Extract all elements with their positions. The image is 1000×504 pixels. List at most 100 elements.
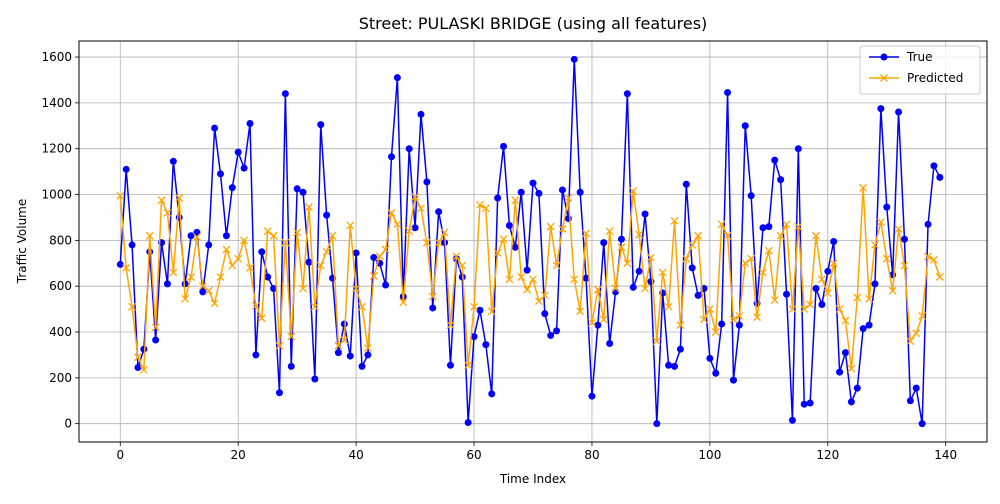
data-point-predicted: [281, 238, 290, 247]
data-point-true: [163, 280, 171, 288]
data-point-predicted: [434, 238, 443, 247]
y-tick-label: 1200: [41, 142, 72, 156]
data-point-predicted: [670, 216, 679, 225]
data-point-true: [676, 345, 684, 353]
data-point-true: [617, 235, 625, 243]
data-point-predicted: [582, 229, 591, 238]
data-point-predicted: [806, 300, 815, 309]
data-point-true: [346, 352, 354, 360]
data-point-true: [252, 351, 260, 359]
data-point-true: [594, 321, 602, 329]
data-point-predicted: [328, 231, 337, 240]
data-point-true: [293, 185, 301, 193]
data-point-true: [859, 325, 867, 333]
data-point-predicted: [204, 286, 213, 295]
data-point-predicted: [924, 252, 932, 261]
data-point-predicted: [623, 259, 632, 268]
data-point-true: [865, 321, 873, 329]
data-point-predicted: [658, 268, 667, 277]
data-point-true: [152, 336, 160, 344]
data-point-true: [311, 375, 319, 383]
data-point-predicted: [358, 302, 366, 311]
data-point-true: [169, 157, 177, 165]
data-point-predicted: [853, 293, 862, 302]
data-point-predicted: [540, 291, 549, 300]
data-point-true: [853, 384, 861, 392]
data-point-predicted: [393, 220, 402, 229]
data-point-predicted: [470, 302, 478, 311]
data-point-predicted: [228, 261, 237, 270]
data-point-predicted: [912, 329, 921, 338]
data-point-predicted: [782, 220, 791, 229]
data-point-true: [411, 224, 419, 232]
data-point-true: [558, 186, 566, 194]
data-point-true: [122, 165, 130, 173]
data-point-true: [747, 192, 755, 200]
data-point-true: [930, 162, 938, 170]
data-point-true: [258, 248, 266, 256]
data-point-predicted: [823, 289, 832, 298]
data-point-predicted: [664, 302, 673, 311]
data-point-predicted: [694, 231, 703, 240]
data-point-predicted: [192, 232, 201, 241]
data-point-true: [529, 179, 537, 187]
data-point-true: [688, 264, 696, 272]
x-tick-label: 20: [231, 448, 246, 462]
data-point-predicted: [688, 240, 697, 249]
data-point-predicted: [847, 364, 856, 373]
data-point-true: [623, 90, 631, 98]
data-point-true: [936, 173, 944, 181]
x-tick-label: 40: [348, 448, 363, 462]
data-point-predicted: [717, 220, 726, 229]
legend-label: True: [906, 50, 933, 64]
data-point-true: [924, 220, 932, 228]
data-point-predicted: [222, 245, 231, 254]
data-point-predicted: [181, 294, 190, 303]
data-point-true: [222, 232, 230, 240]
data-point-true: [423, 178, 431, 186]
data-point-predicted: [570, 275, 579, 284]
data-point-true: [476, 306, 484, 314]
data-point-predicted: [340, 336, 349, 344]
y-tick-label: 800: [49, 233, 72, 247]
y-axis-label: Traffic Volume: [15, 199, 29, 285]
data-point-predicted: [316, 261, 325, 270]
x-tick-label: 60: [466, 448, 481, 462]
data-point-predicted: [116, 191, 125, 200]
legend-marker: [880, 53, 888, 61]
data-point-true: [588, 392, 596, 400]
data-point-true: [576, 188, 584, 196]
data-point-true: [358, 362, 366, 370]
data-point-true: [382, 281, 390, 289]
data-point-predicted: [741, 259, 750, 268]
data-point-predicted: [652, 337, 661, 346]
data-point-true: [317, 121, 325, 129]
data-point-predicted: [169, 268, 178, 277]
legend-label: Predicted: [907, 71, 963, 85]
data-point-predicted: [788, 305, 797, 314]
data-point-predicted: [888, 286, 897, 295]
data-point-predicted: [257, 314, 266, 323]
data-point-predicted: [246, 263, 254, 272]
data-point-true: [240, 164, 248, 172]
data-point-true: [800, 400, 808, 408]
data-point-predicted: [829, 259, 838, 268]
data-point-predicted: [753, 313, 762, 322]
y-tick-label: 1000: [41, 188, 72, 202]
data-point-true: [505, 221, 513, 229]
y-tick-label: 400: [49, 325, 72, 339]
data-point-predicted: [552, 261, 561, 270]
series-predicted: [116, 183, 944, 374]
y-tick-label: 1600: [41, 50, 72, 64]
data-point-predicted: [269, 231, 278, 240]
legend: True Predicted: [859, 45, 981, 95]
data-point-predicted: [841, 316, 850, 325]
data-point-true: [323, 211, 331, 219]
data-point-true: [665, 361, 673, 369]
data-point-predicted: [446, 321, 455, 330]
data-point-predicted: [918, 312, 927, 320]
data-point-predicted: [263, 227, 272, 236]
data-point-predicted: [304, 203, 313, 212]
data-point-true: [759, 224, 767, 232]
x-tick-label: 140: [934, 448, 957, 462]
